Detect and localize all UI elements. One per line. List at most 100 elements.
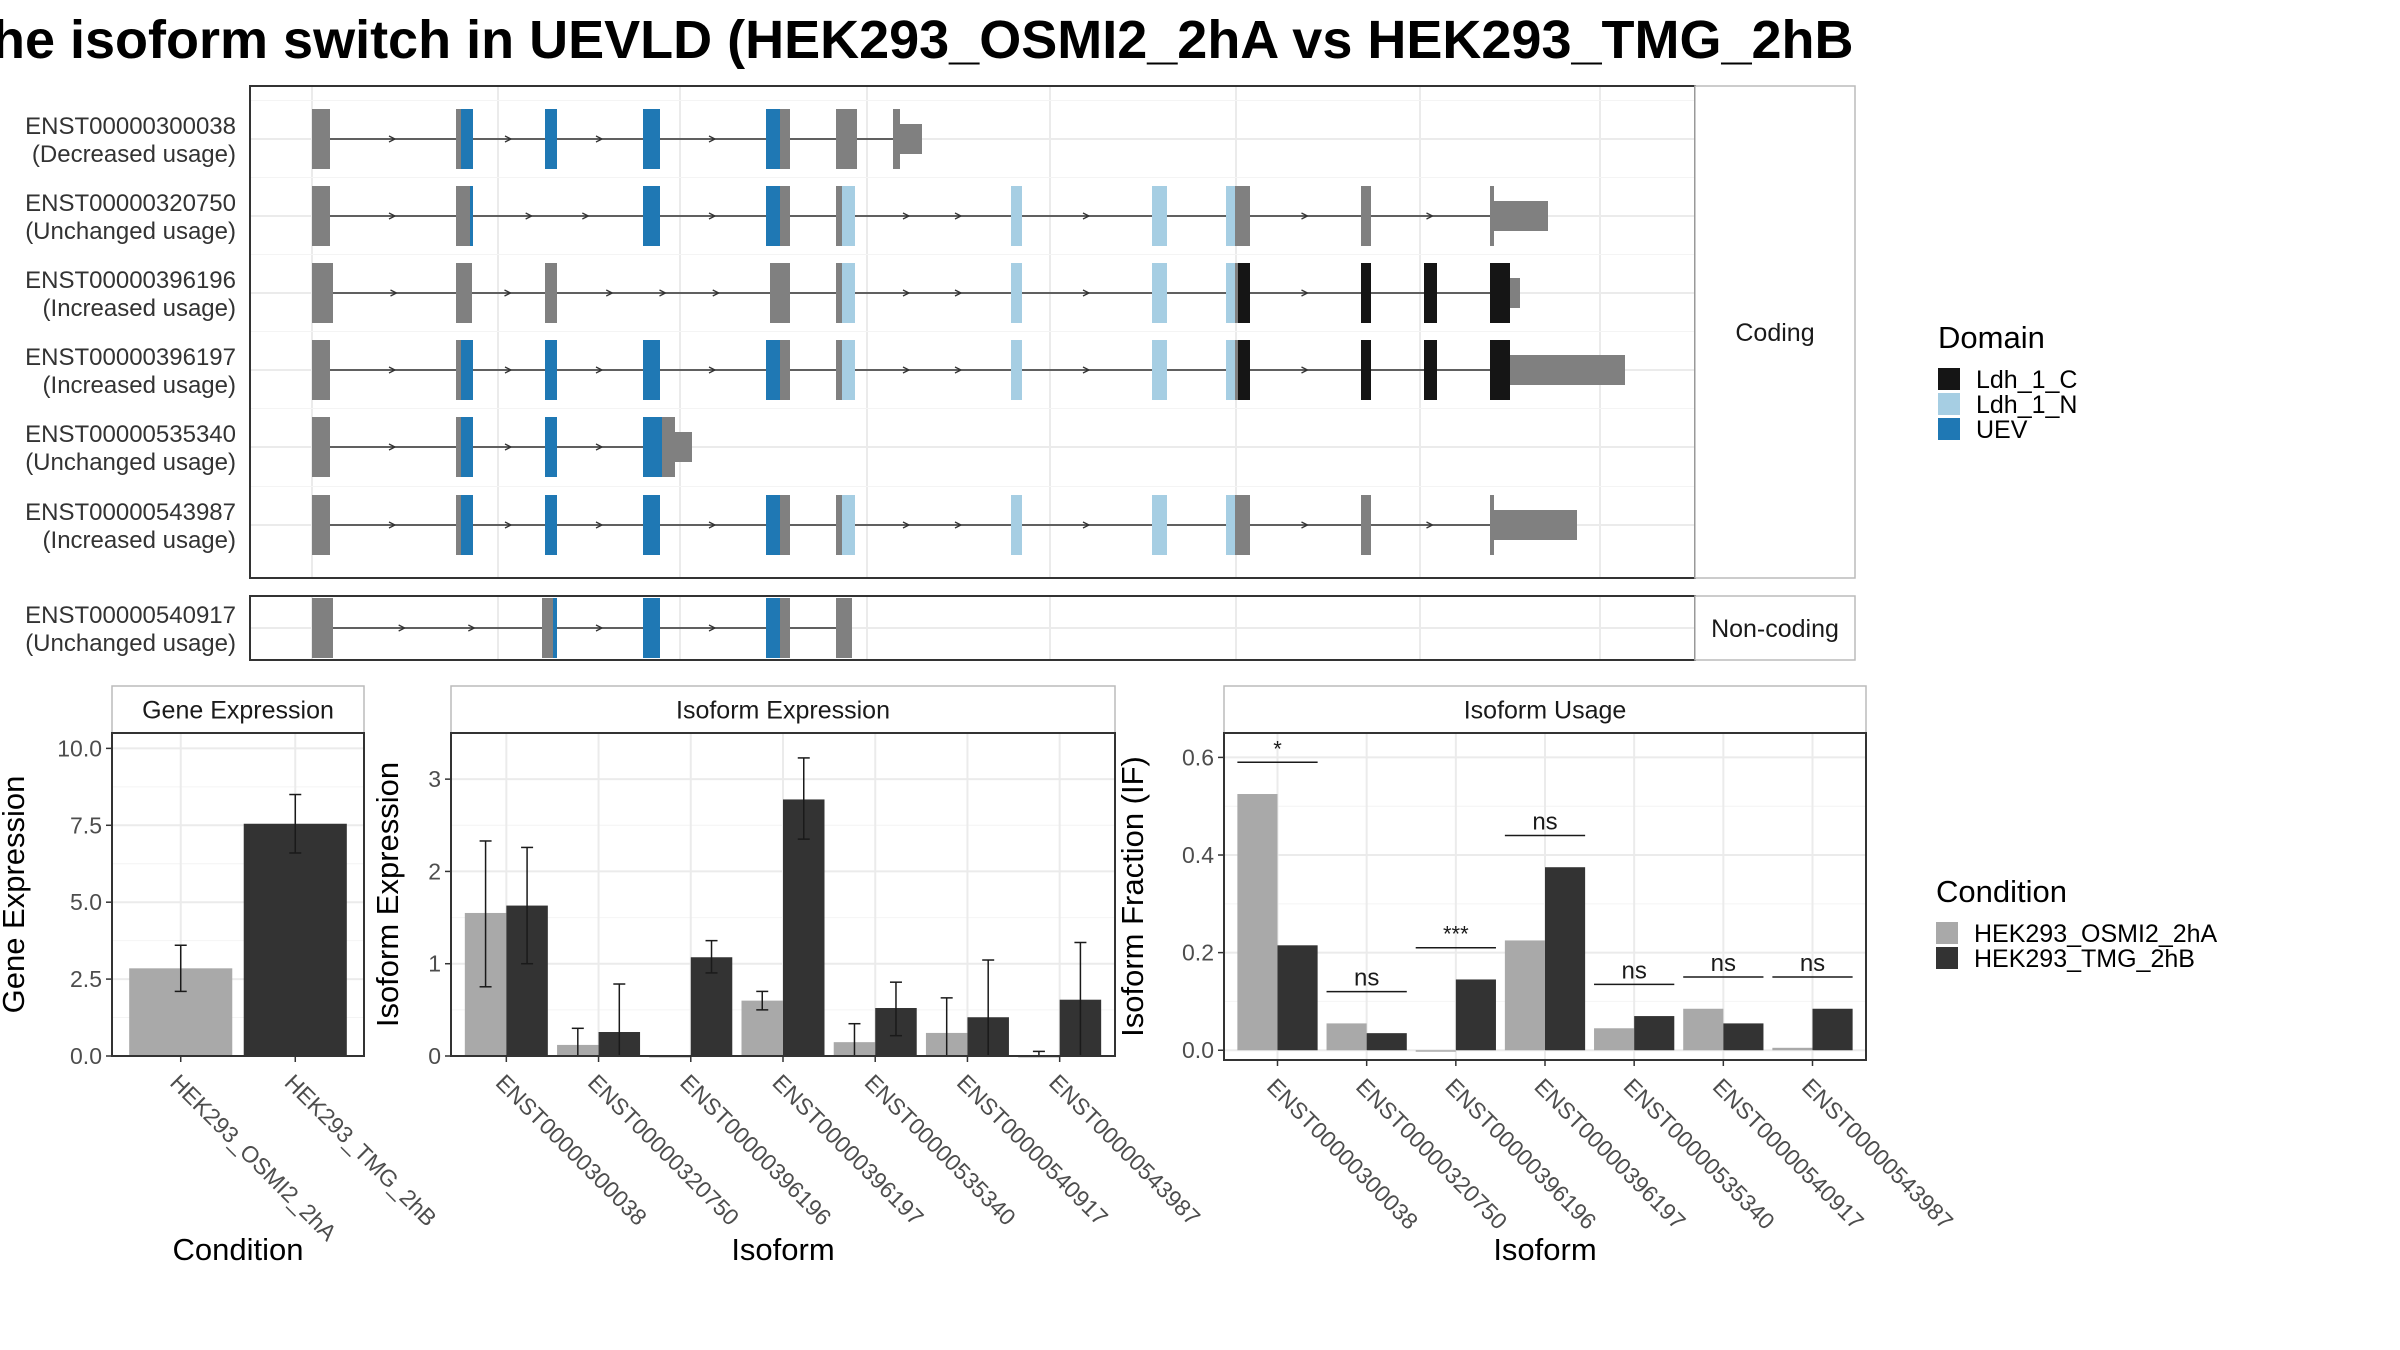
domain-segment	[1226, 186, 1235, 246]
x-tick-label: ENST00000543987	[1044, 1069, 1205, 1230]
bar-a	[1594, 1028, 1635, 1051]
domain-segment	[545, 109, 557, 169]
domain-segment	[1226, 340, 1235, 400]
error-bar	[479, 840, 492, 988]
domain-legend-label: Ldh_1_N	[1976, 391, 2077, 419]
structure-strip-label: Non-coding	[1711, 615, 1839, 643]
domain-segment	[470, 186, 473, 246]
domain-segment	[1011, 263, 1022, 323]
domain-segment	[1238, 263, 1250, 323]
chart-title: Gene Expression	[142, 697, 334, 725]
condition-legend-key	[1936, 947, 1958, 969]
transcript-status-label: (Unchanged usage)	[25, 630, 236, 657]
intron-arrow	[1426, 521, 1434, 529]
intron-arrow	[504, 289, 512, 297]
condition-legend-key	[1936, 922, 1958, 944]
transcript-id-label: ENST00000396197	[25, 344, 236, 371]
exon	[1510, 278, 1520, 308]
exon	[1490, 495, 1494, 555]
domain-segment	[1424, 340, 1437, 400]
domain-segment	[1152, 340, 1167, 400]
domain-segment	[1490, 263, 1510, 323]
exon	[1494, 201, 1548, 231]
domain-segment	[1490, 340, 1510, 400]
domain-segment	[842, 340, 855, 400]
domain-segment	[1152, 263, 1167, 323]
intron-arrow	[390, 289, 398, 297]
y-tick-label: 0.0	[1182, 1037, 1214, 1063]
domain-segment	[1152, 186, 1167, 246]
structure-group-non-coding: ENST00000540917(Unchanged usage) Non-codi…	[25, 595, 1856, 661]
intron-arrow	[954, 521, 963, 529]
significance-label: ns	[1800, 950, 1825, 977]
domain-segment	[1011, 340, 1022, 400]
chart-frame	[111, 732, 365, 1057]
domain-segment	[643, 109, 660, 169]
intron-arrow	[708, 624, 717, 632]
x-axis-title: Isoform	[1493, 1232, 1596, 1267]
chart-title: Isoform Usage	[1464, 697, 1627, 725]
structure-group-coding: ENST00000300038(Decreased usage) ENST0000…	[25, 85, 1856, 579]
exon	[836, 598, 852, 658]
transcript-ENST00000320750	[312, 186, 1548, 246]
exon	[1490, 186, 1494, 246]
intron-arrow	[902, 212, 911, 220]
bar-b	[1723, 1023, 1764, 1051]
exon	[312, 417, 330, 477]
y-axis-title: Isoform Fraction (IF)	[1115, 756, 1150, 1037]
exon	[893, 109, 900, 169]
transcript-id-label: ENST00000300038	[25, 113, 236, 140]
domain-segment	[1424, 263, 1437, 323]
intron-arrow	[388, 366, 397, 374]
intron-arrow	[595, 135, 604, 143]
domain-segment	[1152, 495, 1167, 555]
intron-arrow	[468, 624, 476, 632]
domain-segment	[766, 340, 780, 400]
isoform-usage-chart: Isoform Usage 0.0 0.2 0.4 0.6 * ns *** ns ns ns ns E…	[1115, 685, 1958, 1267]
domain-segment	[1226, 263, 1235, 323]
x-tick-label: ENST00000396196	[675, 1069, 836, 1230]
intron-arrow	[525, 212, 534, 220]
x-tick-label: ENST00000543987	[1797, 1073, 1958, 1234]
intron-arrow	[954, 212, 963, 220]
significance-label: *	[1273, 736, 1282, 761]
domain-segment	[1226, 495, 1235, 555]
x-tick-label: ENST00000320750	[1351, 1073, 1512, 1234]
x-tick-label: ENST00000320750	[583, 1069, 744, 1230]
transcript-structure-panel: ENST00000300038(Decreased usage) ENST0000…	[25, 85, 1856, 661]
significance-label: ns	[1532, 808, 1557, 835]
transcript-ENST00000396197	[312, 340, 1625, 400]
domain-legend-label: UEV	[1976, 416, 2028, 444]
transcript-status-label: (Unchanged usage)	[25, 449, 236, 476]
intron-arrow	[504, 135, 513, 143]
domain-segment	[461, 109, 473, 169]
y-tick-label: 0.6	[1182, 744, 1214, 770]
domain-segment	[553, 598, 557, 658]
y-axis-title: Isoform Expression	[370, 762, 405, 1027]
bar-b	[1455, 979, 1496, 1051]
bar-b	[1545, 867, 1586, 1051]
error-bar	[889, 981, 902, 1037]
exon	[312, 495, 330, 555]
intron-arrow	[504, 521, 513, 529]
chart-title: Isoform Expression	[676, 697, 890, 725]
condition-legend-title: Condition	[1936, 874, 2067, 909]
exon	[836, 340, 845, 400]
intron-arrow	[659, 289, 667, 297]
x-tick-label: ENST00000396196	[1440, 1073, 1601, 1234]
intron-arrow	[1082, 212, 1091, 220]
significance-label: ns	[1621, 957, 1646, 984]
transcript-status-label: (Increased usage)	[43, 295, 236, 322]
exon	[836, 495, 845, 555]
bar-b	[783, 799, 825, 1056]
domain-legend-key	[1938, 368, 1960, 390]
x-axis-title: Condition	[173, 1232, 304, 1267]
error-bar	[756, 990, 769, 1011]
transcript-ENST00000540917	[312, 598, 852, 658]
exon	[312, 186, 330, 246]
bar-a	[1772, 1047, 1813, 1051]
intron-arrow	[388, 443, 397, 451]
intron-arrow	[1082, 289, 1091, 297]
domain-segment	[1238, 340, 1250, 400]
